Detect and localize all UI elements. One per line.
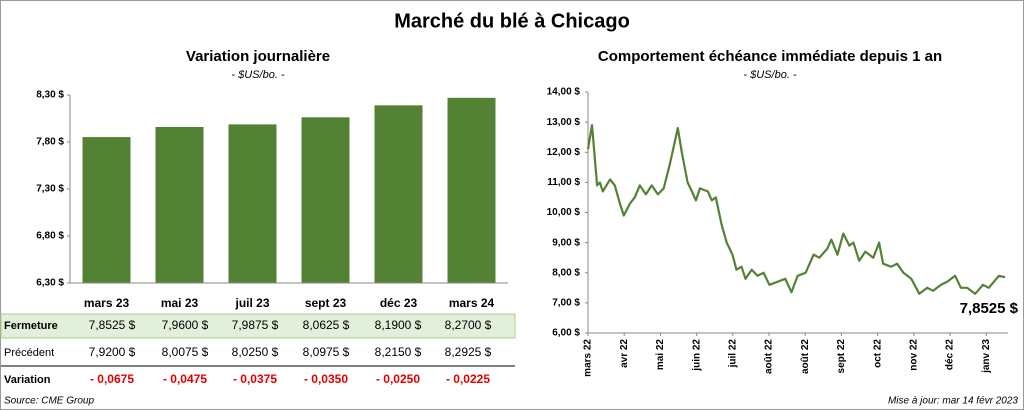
chart-title: Comportement échéance immédiate depuis 1…	[598, 48, 942, 65]
source: Source: CME Group	[4, 396, 94, 407]
x-tick-label: déc 23	[380, 296, 418, 310]
cell: 8,0075 $	[162, 345, 209, 359]
y-tick-label: 6,80 $	[36, 231, 64, 242]
y-tick-label: 6,00 $	[552, 328, 580, 339]
bar	[155, 126, 204, 284]
x-tick-label: sept 23	[305, 296, 347, 310]
cell: 8,2925 $	[445, 345, 492, 359]
page-title: Marché du blé à Chicago	[394, 10, 630, 32]
x-tick-label: nov 22	[909, 339, 920, 371]
y-tick-label: 11,00 $	[547, 177, 580, 188]
y-tick-label: 9,00 $	[552, 237, 580, 248]
chart-title: Variation journalière	[186, 48, 330, 65]
cell: 8,1900 $	[375, 318, 422, 332]
y-tick-label: 14,00 $	[547, 87, 581, 98]
bar	[301, 117, 350, 283]
cell: - 0,0225	[446, 372, 490, 386]
x-tick-label: sept 22	[836, 339, 847, 374]
cell: 7,9200 $	[89, 345, 136, 359]
row-label: Fermeture	[4, 320, 58, 332]
cell: - 0,0475	[163, 372, 207, 386]
x-tick-label: juil 22	[727, 339, 738, 369]
cell: - 0,0250	[376, 372, 420, 386]
cell: 8,0250 $	[232, 345, 279, 359]
cell: 7,9875 $	[232, 318, 279, 332]
y-tick-label: 7,80 $	[36, 137, 64, 148]
x-tick-label: mai 22	[655, 339, 666, 371]
chart-subtitle: - $US/bo. -	[743, 69, 797, 81]
y-tick-label: 7,30 $	[36, 184, 64, 195]
y-tick-label: 10,00 $	[547, 207, 581, 218]
x-tick-label: juil 23	[234, 296, 269, 310]
bar	[374, 105, 423, 283]
x-tick-label: janv 23	[981, 339, 992, 374]
x-tick-label: mars 22	[583, 339, 594, 377]
y-tick-label: 13,00 $	[547, 117, 581, 128]
cell: - 0,0675	[90, 372, 134, 386]
cell: 8,2700 $	[445, 318, 492, 332]
cell: 8,0625 $	[303, 318, 350, 332]
x-tick-label: avr 22	[619, 339, 630, 368]
x-tick-label: août 22	[800, 339, 811, 374]
row-label: Précédent	[4, 347, 54, 359]
cell: 7,9600 $	[162, 318, 209, 332]
y-tick-label: 7,00 $	[552, 298, 580, 309]
y-tick-label: 6,30 $	[36, 278, 64, 289]
cell: 8,2150 $	[375, 345, 422, 359]
chart-subtitle: - $US/bo. -	[231, 69, 285, 81]
cell: 7,8525 $	[89, 318, 136, 332]
cell: - 0,0375	[233, 372, 277, 386]
x-tick-label: mars 23	[84, 296, 130, 310]
x-tick-label: mars 24	[449, 296, 495, 310]
cell: - 0,0350	[304, 372, 348, 386]
updated: Mise à jour: mar 14 févr 2023	[888, 396, 1018, 407]
x-tick-label: déc 22	[945, 339, 956, 371]
y-tick-label: 8,00 $	[552, 267, 580, 278]
cell: 8,0975 $	[303, 345, 350, 359]
x-tick-label: oct 22	[872, 339, 883, 368]
y-tick-label: 12,00 $	[547, 147, 581, 158]
x-tick-label: août 22	[764, 339, 775, 374]
y-tick-label: 8,30 $	[36, 90, 64, 101]
x-tick-label: mai 23	[161, 296, 199, 310]
annotation: 7,8525 $	[960, 300, 1019, 317]
bar	[228, 124, 277, 283]
bar	[447, 97, 496, 283]
x-tick-label: juin 22	[691, 339, 702, 372]
row-label: Variation	[4, 374, 51, 386]
row-highlight	[0, 313, 516, 339]
price-line	[586, 124, 1006, 295]
bar	[82, 137, 131, 283]
